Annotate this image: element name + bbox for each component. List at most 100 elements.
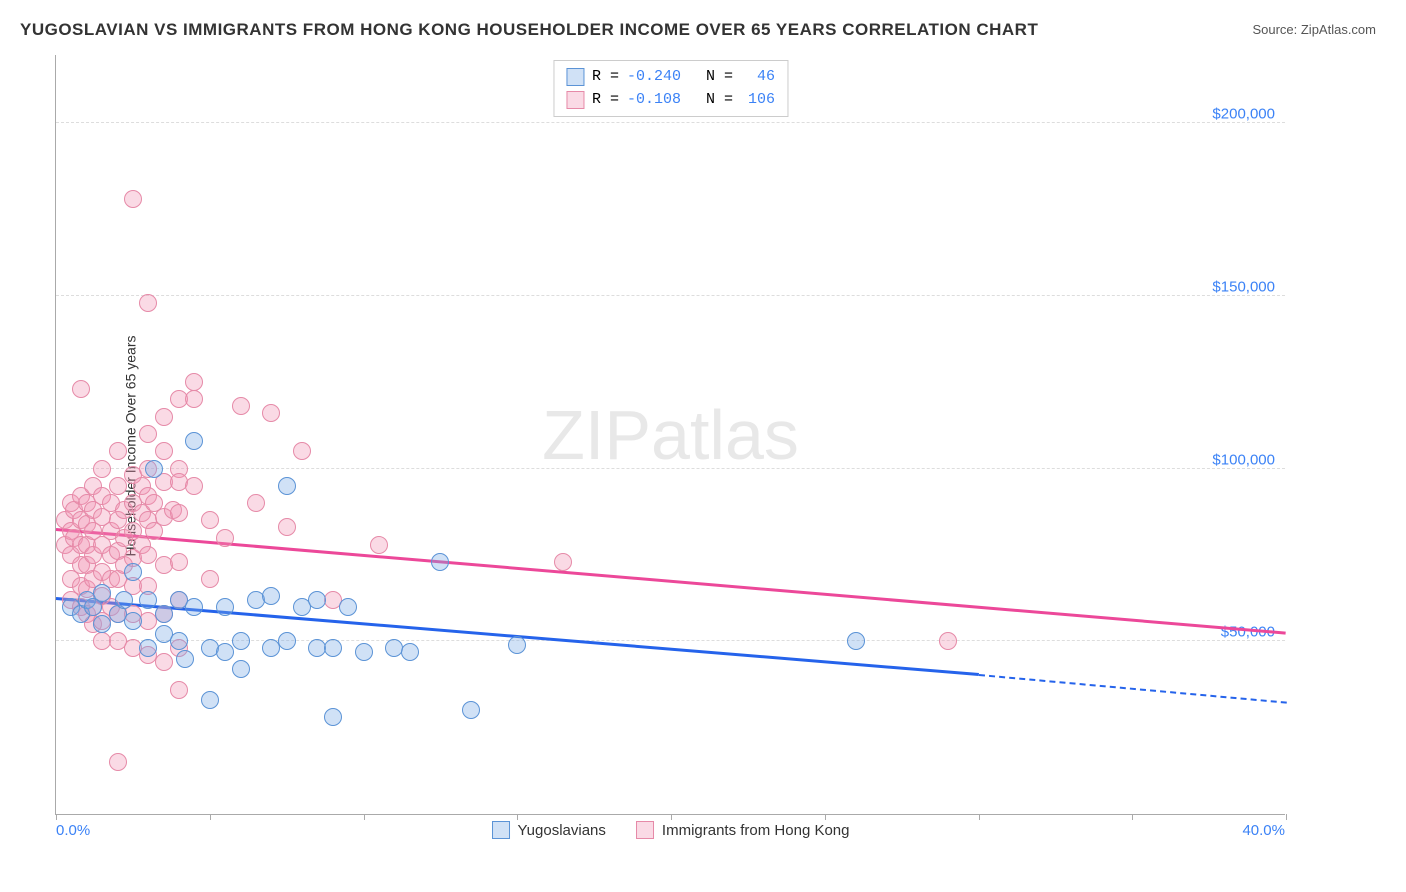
x-axis-max-label: 40.0%: [1242, 822, 1285, 839]
x-tick: [825, 814, 826, 820]
data-point: [155, 442, 173, 460]
data-point: [293, 442, 311, 460]
legend-swatch-series-1: [492, 821, 510, 839]
data-point: [115, 591, 133, 609]
data-point: [139, 639, 157, 657]
x-tick: [56, 814, 57, 820]
data-point: [185, 432, 203, 450]
watermark: ZIPatlas: [542, 395, 799, 475]
x-tick: [364, 814, 365, 820]
data-point: [370, 536, 388, 554]
data-point: [185, 598, 203, 616]
x-axis-min-label: 0.0%: [56, 822, 90, 839]
data-point: [431, 553, 449, 571]
r-label: R =: [592, 66, 619, 89]
data-point: [216, 529, 234, 547]
data-point: [201, 691, 219, 709]
r-label: R =: [592, 89, 619, 112]
n-label: N =: [706, 89, 733, 112]
y-tick-label: $100,000: [1212, 451, 1275, 468]
data-point: [278, 518, 296, 536]
data-point: [401, 643, 419, 661]
x-tick: [979, 814, 980, 820]
data-point: [216, 643, 234, 661]
data-point: [278, 632, 296, 650]
data-point: [155, 653, 173, 671]
data-point: [139, 294, 157, 312]
n-label: N =: [706, 66, 733, 89]
data-point: [554, 553, 572, 571]
x-tick: [1132, 814, 1133, 820]
data-point: [278, 477, 296, 495]
x-tick: [210, 814, 211, 820]
data-point: [355, 643, 373, 661]
data-point: [308, 591, 326, 609]
data-point: [124, 190, 142, 208]
data-point: [185, 390, 203, 408]
data-point: [185, 373, 203, 391]
data-point: [939, 632, 957, 650]
data-point: [232, 632, 250, 650]
data-point: [155, 605, 173, 623]
data-point: [170, 681, 188, 699]
source-prefix: Source:: [1252, 22, 1300, 37]
chart-plot-area: ZIPatlas R = -0.240 N = 46 R = -0.108 N …: [55, 55, 1285, 815]
y-tick-label: $200,000: [1212, 106, 1275, 123]
data-point: [201, 511, 219, 529]
legend-label-series-2: Immigrants from Hong Kong: [662, 822, 850, 839]
gridline: [56, 122, 1285, 123]
data-point: [145, 460, 163, 478]
data-point: [232, 397, 250, 415]
data-point: [139, 591, 157, 609]
data-point: [124, 563, 142, 581]
legend-item-series-1: Yugoslavians: [492, 821, 606, 839]
legend-swatch-series-2: [636, 821, 654, 839]
legend-item-series-2: Immigrants from Hong Kong: [636, 821, 850, 839]
x-tick: [671, 814, 672, 820]
data-point: [462, 701, 480, 719]
trend-line: [56, 528, 1286, 634]
legend-label-series-1: Yugoslavians: [518, 822, 606, 839]
correlation-stats-box: R = -0.240 N = 46 R = -0.108 N = 106: [553, 60, 788, 117]
data-point: [508, 636, 526, 654]
source-name: ZipAtlas.com: [1301, 22, 1376, 37]
data-point: [847, 632, 865, 650]
data-point: [247, 494, 265, 512]
trend-line-extrapolated: [978, 674, 1286, 704]
x-tick: [1286, 814, 1287, 820]
data-point: [339, 598, 357, 616]
swatch-series-2: [566, 91, 584, 109]
r-value-series-2: -0.108: [627, 89, 681, 112]
data-point: [262, 587, 280, 605]
data-point: [232, 660, 250, 678]
data-point: [109, 442, 127, 460]
data-point: [216, 598, 234, 616]
data-point: [93, 615, 111, 633]
data-point: [109, 753, 127, 771]
y-tick-label: $150,000: [1212, 278, 1275, 295]
data-point: [262, 404, 280, 422]
data-point: [72, 380, 90, 398]
data-point: [124, 612, 142, 630]
n-value-series-1: 46: [741, 66, 775, 89]
bottom-legend: Yugoslavians Immigrants from Hong Kong: [492, 821, 850, 839]
chart-title: YUGOSLAVIAN VS IMMIGRANTS FROM HONG KONG…: [20, 20, 1038, 40]
data-point: [93, 460, 111, 478]
swatch-series-1: [566, 68, 584, 86]
data-point: [170, 504, 188, 522]
stats-row-series-2: R = -0.108 N = 106: [566, 89, 775, 112]
data-point: [324, 639, 342, 657]
data-point: [324, 708, 342, 726]
x-tick: [517, 814, 518, 820]
data-point: [170, 632, 188, 650]
data-point: [176, 650, 194, 668]
n-value-series-2: 106: [741, 89, 775, 112]
data-point: [93, 584, 111, 602]
gridline: [56, 295, 1285, 296]
r-value-series-1: -0.240: [627, 66, 681, 89]
watermark-text: ZIPatlas: [542, 396, 799, 474]
data-point: [185, 477, 203, 495]
source-attribution: Source: ZipAtlas.com: [1252, 22, 1376, 37]
data-point: [139, 425, 157, 443]
data-point: [155, 408, 173, 426]
